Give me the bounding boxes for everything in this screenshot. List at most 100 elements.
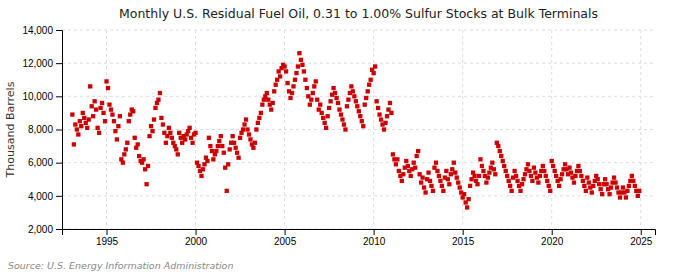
point bbox=[376, 106, 380, 110]
point bbox=[76, 132, 80, 136]
tick-label: 2000 bbox=[185, 236, 208, 247]
point bbox=[532, 165, 536, 169]
point bbox=[569, 170, 573, 174]
point bbox=[244, 117, 248, 121]
point bbox=[377, 112, 381, 116]
point bbox=[167, 126, 171, 130]
point bbox=[121, 161, 125, 165]
point bbox=[529, 174, 533, 178]
point bbox=[285, 81, 289, 85]
point bbox=[170, 136, 174, 140]
point bbox=[141, 157, 145, 161]
tick: 6,000 bbox=[28, 157, 62, 168]
y-axis: 2,0004,0006,0008,00010,00012,00014,000 bbox=[22, 25, 62, 235]
tick-label: 12,000 bbox=[22, 58, 53, 69]
point bbox=[413, 165, 417, 169]
point bbox=[560, 172, 564, 176]
point bbox=[248, 137, 252, 141]
point bbox=[636, 194, 640, 198]
point bbox=[303, 78, 307, 82]
point bbox=[618, 195, 622, 199]
point bbox=[444, 169, 448, 173]
point bbox=[354, 99, 358, 103]
point bbox=[110, 112, 114, 116]
tick: 2025 bbox=[630, 229, 653, 247]
point bbox=[633, 184, 637, 188]
point bbox=[521, 177, 525, 181]
point bbox=[533, 170, 537, 174]
point bbox=[343, 127, 347, 131]
tick: 4,000 bbox=[28, 191, 62, 202]
point bbox=[379, 117, 383, 121]
point bbox=[423, 190, 427, 194]
tick-mark bbox=[374, 229, 375, 235]
point bbox=[219, 134, 223, 138]
point bbox=[455, 175, 459, 179]
point bbox=[492, 167, 496, 171]
point bbox=[374, 99, 378, 103]
point bbox=[236, 156, 240, 160]
point bbox=[553, 169, 557, 173]
tick-mark bbox=[56, 229, 62, 230]
point bbox=[458, 185, 462, 189]
point bbox=[231, 134, 235, 138]
point bbox=[324, 126, 328, 130]
tick-label: 6,000 bbox=[28, 157, 53, 168]
point bbox=[112, 119, 116, 123]
point bbox=[232, 141, 236, 145]
point bbox=[272, 89, 276, 93]
point bbox=[327, 106, 331, 110]
point bbox=[382, 127, 386, 131]
tick: 2010 bbox=[363, 229, 386, 247]
point bbox=[603, 177, 607, 181]
point bbox=[131, 109, 135, 113]
point bbox=[312, 84, 316, 88]
point bbox=[507, 179, 511, 183]
point bbox=[431, 189, 435, 193]
point bbox=[297, 51, 301, 55]
tick-mark bbox=[56, 196, 62, 197]
point bbox=[515, 179, 519, 183]
point bbox=[527, 169, 531, 173]
point bbox=[94, 107, 98, 111]
point bbox=[100, 101, 104, 105]
point bbox=[242, 122, 246, 126]
tick-mark bbox=[56, 30, 62, 31]
point bbox=[514, 174, 518, 178]
point bbox=[278, 74, 282, 78]
point bbox=[225, 189, 229, 193]
point bbox=[509, 189, 513, 193]
point bbox=[604, 182, 608, 186]
tick-label: 2015 bbox=[452, 236, 475, 247]
point bbox=[437, 174, 441, 178]
point bbox=[293, 78, 297, 82]
point bbox=[520, 182, 524, 186]
point bbox=[87, 117, 91, 121]
x-axis: 1995200020052010201520202025 bbox=[63, 229, 656, 247]
point bbox=[336, 101, 340, 105]
point bbox=[122, 152, 126, 156]
point bbox=[420, 175, 424, 179]
point bbox=[412, 161, 416, 165]
tick: 1995 bbox=[96, 229, 119, 247]
point bbox=[137, 154, 141, 158]
point bbox=[441, 189, 445, 193]
tick-mark bbox=[56, 96, 62, 97]
tick-mark bbox=[285, 229, 286, 235]
point bbox=[526, 162, 530, 166]
point bbox=[300, 63, 304, 67]
point bbox=[630, 174, 634, 178]
point bbox=[153, 106, 157, 110]
axis-line bbox=[56, 31, 63, 230]
tick-label: 14,000 bbox=[22, 25, 53, 36]
point bbox=[216, 144, 220, 148]
point bbox=[349, 84, 353, 88]
point bbox=[542, 169, 546, 173]
point bbox=[498, 149, 502, 153]
point bbox=[502, 164, 506, 168]
point bbox=[508, 184, 512, 188]
tick: 14,000 bbox=[22, 25, 62, 36]
grid-line-y bbox=[62, 63, 655, 64]
point bbox=[573, 174, 577, 178]
point bbox=[115, 137, 119, 141]
